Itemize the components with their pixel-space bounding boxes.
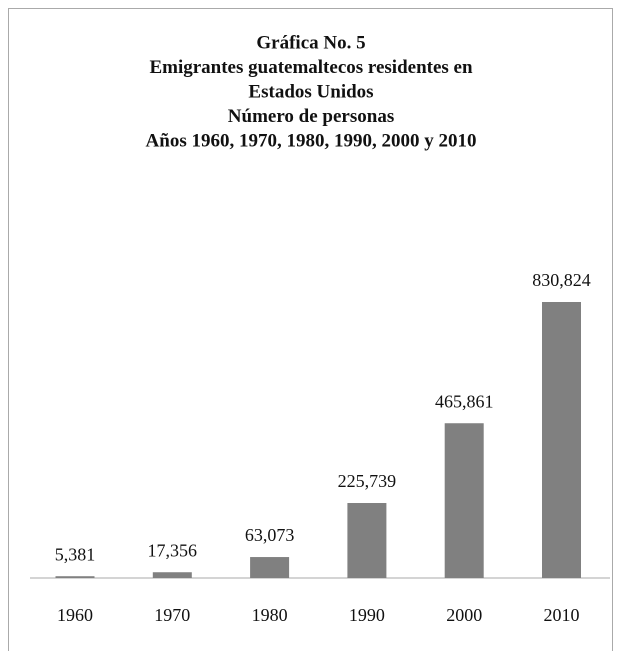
bar bbox=[444, 423, 484, 578]
bar bbox=[347, 503, 387, 578]
data-label: 830,824 bbox=[532, 270, 591, 290]
x-tick-label: 1960 bbox=[57, 605, 93, 625]
data-label: 225,739 bbox=[338, 471, 397, 491]
frame bbox=[8, 8, 613, 651]
chart-title: Años 1960, 1970, 1980, 1990, 2000 y 2010 bbox=[146, 130, 477, 151]
x-tick-label: 1990 bbox=[349, 605, 385, 625]
chart-title: Gráfica No. 5 bbox=[256, 32, 365, 53]
bar bbox=[55, 576, 95, 578]
data-label: 465,861 bbox=[435, 391, 494, 411]
chart-title: Número de personas bbox=[228, 106, 394, 127]
bar bbox=[250, 557, 290, 578]
chart-title: Emigrantes guatemaltecos residentes en bbox=[149, 57, 473, 78]
x-tick-label: 1970 bbox=[154, 605, 190, 625]
x-tick-label: 1980 bbox=[252, 605, 288, 625]
chart-title: Estados Unidos bbox=[248, 81, 373, 102]
data-label: 17,356 bbox=[148, 540, 198, 560]
data-label: 5,381 bbox=[55, 544, 96, 564]
bar bbox=[542, 302, 581, 578]
x-tick-label: 2000 bbox=[446, 605, 482, 625]
x-tick-label: 2010 bbox=[544, 605, 580, 625]
data-label: 63,073 bbox=[245, 525, 295, 545]
bar bbox=[152, 572, 192, 578]
